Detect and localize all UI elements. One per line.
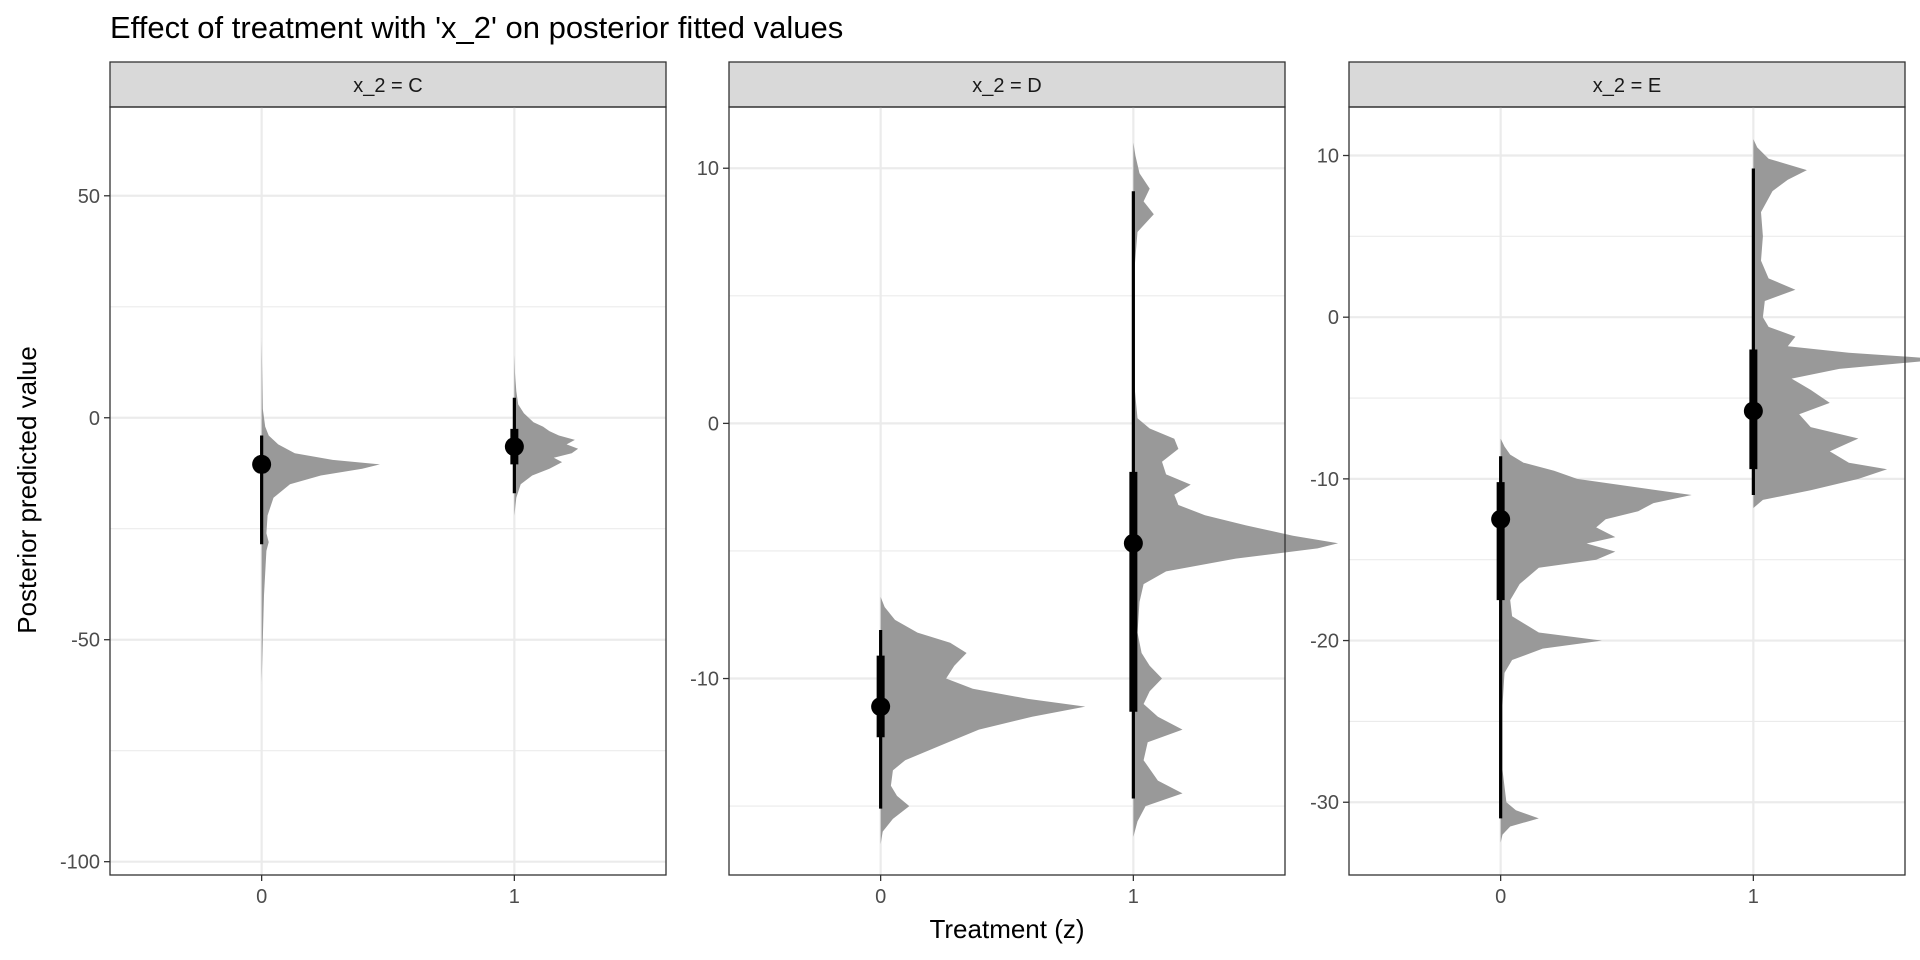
x-axis-title: Treatment (z) (929, 914, 1084, 944)
y-tick-label: -20 (1310, 631, 1339, 653)
facet-panel: x_2 = C 50 0 -50 -100 0 1 (60, 61, 667, 908)
median-point (252, 454, 272, 474)
density-slab (1500, 438, 1692, 843)
facet-strip-label: x_2 = C (353, 75, 422, 97)
y-tick-label: -50 (71, 630, 100, 652)
x-tick-label: 0 (256, 886, 267, 908)
median-point (504, 437, 524, 457)
x-tick-label: 0 (875, 886, 886, 908)
facet-strip (728, 61, 1286, 108)
panel-border (1348, 106, 1906, 876)
y-tick-label: 50 (78, 186, 100, 208)
facet-panel: x_2 = D 10 0 -10 0 1 (690, 61, 1339, 908)
chart-title: Effect of treatment with 'x_2' on poster… (110, 10, 843, 45)
y-tick-label: 10 (1317, 146, 1339, 168)
y-tick-label: -10 (1310, 469, 1339, 491)
x-tick-label: 1 (1128, 886, 1139, 908)
facet-strip-label: x_2 = D (972, 75, 1041, 97)
density-slab (1753, 139, 1920, 508)
median-point (1491, 509, 1511, 529)
median-point (1123, 533, 1143, 553)
x-tick-label: 1 (1748, 886, 1759, 908)
x-tick-label: 0 (1495, 886, 1506, 908)
y-tick-label: 0 (1328, 307, 1339, 329)
y-tick-label: -10 (690, 669, 719, 691)
facet-strip (1348, 61, 1906, 108)
density-slab (514, 355, 579, 516)
y-tick-label: -100 (60, 852, 100, 874)
density-slab (261, 337, 380, 685)
median-point (1743, 401, 1763, 421)
y-tick-label: -30 (1310, 792, 1339, 814)
facet-strip-label: x_2 = E (1593, 75, 1661, 97)
facet-panel: x_2 = E 10 0 -10 -20 -30 0 1 (1310, 61, 1920, 908)
facet-strip (109, 61, 667, 108)
panel-border (109, 106, 667, 876)
y-axis-title: Posterior predicted value (12, 346, 42, 634)
panel-border (728, 106, 1286, 876)
density-slab (880, 596, 1086, 845)
x-tick-label: 1 (509, 886, 520, 908)
y-tick-label: 0 (708, 413, 719, 435)
y-tick-label: 10 (697, 158, 719, 180)
median-point (871, 697, 891, 717)
density-slab (1133, 142, 1339, 837)
y-tick-label: 0 (89, 408, 100, 430)
